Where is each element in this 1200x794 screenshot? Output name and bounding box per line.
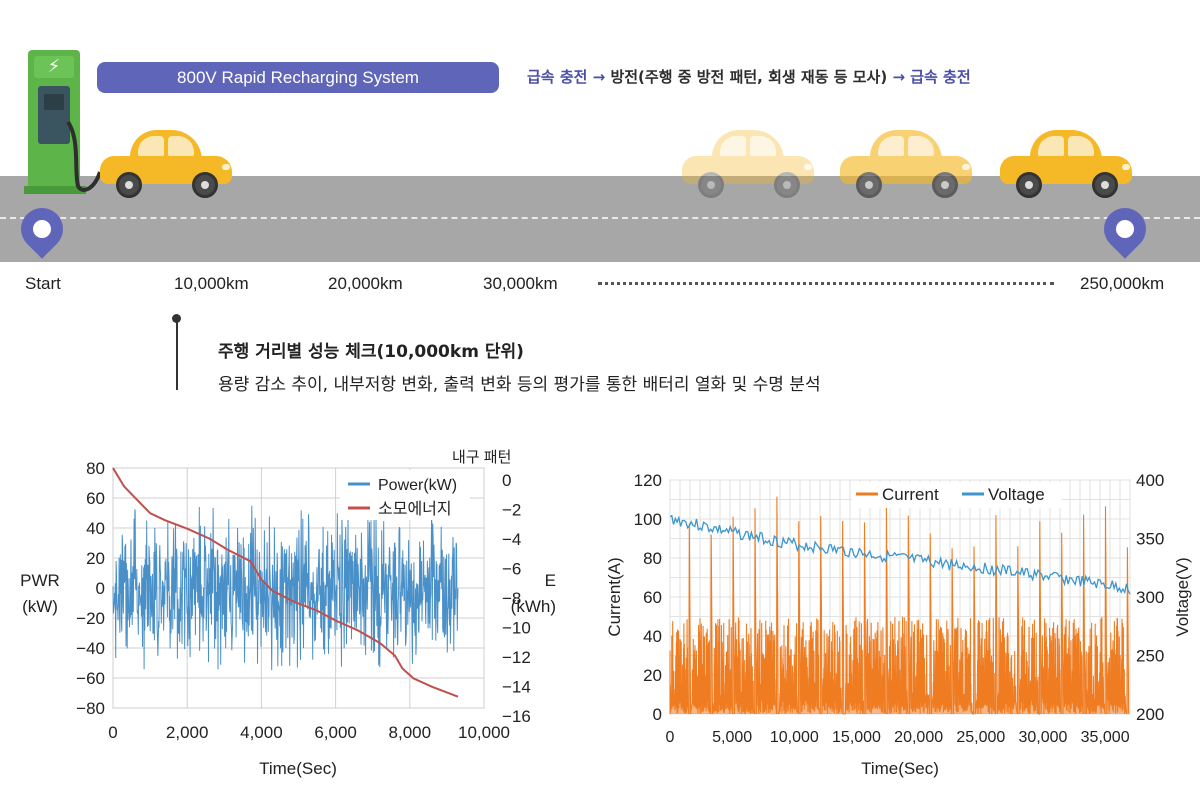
charge-cycle-flow: 급속 충전 → 방전(주행 중 방전 패턴, 회생 재동 등 모사) → 급속 … <box>527 66 971 87</box>
x-tick-label: 30,000 <box>1019 729 1068 746</box>
charging-station-top <box>34 56 74 78</box>
x-tick-label: 8,000 <box>389 723 432 742</box>
y-left-tick-label: 100 <box>634 510 662 529</box>
y-left-tick-label: 0 <box>653 705 662 724</box>
car-icon-faded <box>678 126 818 198</box>
y-right-tick-label: −6 <box>502 560 521 579</box>
current-voltage-chart: 0 5,000 10,000 15,000 20,000 25,000 30,000 35,0… <box>605 471 1192 778</box>
car-icon-charging <box>96 126 236 198</box>
x-tick-label: 10,000 <box>458 723 510 742</box>
x-tick-label: 25,000 <box>956 729 1005 746</box>
legend-current-label: Current <box>882 485 939 504</box>
x-axis-label: Time(Sec) <box>259 759 337 778</box>
check-description: 용량 감소 추이, 내부저항 변화, 출력 변화 등의 평가를 통한 배터리 열… <box>218 375 821 395</box>
car-icon-semi <box>836 126 976 198</box>
charging-cable-icon <box>66 120 102 192</box>
y-left-tick-label: 0 <box>96 579 105 598</box>
y-right-axis-unit: (kWh) <box>511 597 556 616</box>
chart-title: 내구 패턴 <box>452 449 511 466</box>
charging-station-screen <box>44 94 64 110</box>
x-tick-label: 0 <box>108 723 117 742</box>
x-tick-label: 20,000 <box>894 729 943 746</box>
x-tick-label: 15,000 <box>832 729 881 746</box>
y-left-tick-label: 40 <box>643 627 662 646</box>
x-tick-label: 2,000 <box>166 723 209 742</box>
y-right-tick-label: −2 <box>502 501 521 520</box>
y-right-tick-label: −4 <box>502 530 521 549</box>
endurance-pattern-chart: 0 2,000 4,000 6,000 8,000 10,000806040200−20−… <box>20 449 556 778</box>
check-marker-line <box>176 318 178 390</box>
series-voltage-line <box>669 514 1131 595</box>
y-left-tick-label: −60 <box>76 669 105 688</box>
y-left-axis-unit: (kW) <box>22 597 58 616</box>
y-right-tick-label: −16 <box>502 707 531 726</box>
legend-power-label: Power(kW) <box>378 477 457 494</box>
timeline-label-10000: 10,000km <box>174 274 249 293</box>
legend-voltage-label: Voltage <box>988 485 1045 504</box>
y-left-axis-label: PWR <box>20 571 60 590</box>
lightning-bolt-icon: ⚡ <box>47 56 61 77</box>
y-left-tick-label: 60 <box>643 588 662 607</box>
y-right-tick-label: −14 <box>502 678 531 697</box>
y-right-tick-label: 400 <box>1136 471 1164 490</box>
flow-discharge: 방전(주행 중 방전 패턴, 회생 재동 등 모사) <box>605 68 893 86</box>
x-tick-label: 4,000 <box>240 723 283 742</box>
y-right-axis-label: E <box>545 571 556 590</box>
x-axis-label: Time(Sec) <box>861 759 939 778</box>
y-right-tick-label: 300 <box>1136 588 1164 607</box>
flow-rapid-charge-end: → 급속 충전 <box>892 68 971 86</box>
y-right-tick-label: −8 <box>502 589 521 608</box>
y-left-tick-label: 120 <box>634 471 662 490</box>
y-left-tick-label: 60 <box>86 489 105 508</box>
y-left-tick-label: −20 <box>76 609 105 628</box>
timeline-ellipsis <box>598 282 1054 285</box>
y-left-tick-label: −80 <box>76 699 105 718</box>
y-right-tick-label: 350 <box>1136 530 1164 549</box>
y-left-tick-label: −40 <box>76 639 105 658</box>
y-left-tick-label: 20 <box>643 666 662 685</box>
x-tick-label: 0 <box>666 729 675 746</box>
road-lane-divider <box>0 217 1200 219</box>
y-right-axis-label: Voltage(V) <box>1173 557 1192 636</box>
y-left-tick-label: 20 <box>86 549 105 568</box>
timeline-label-250000: 250,000km <box>1080 274 1165 293</box>
car-icon-end <box>996 126 1136 198</box>
series-current-line <box>669 496 1130 716</box>
timeline-label-start: Start <box>25 274 61 293</box>
y-left-axis-label: Current(A) <box>605 557 624 636</box>
y-left-tick-label: 80 <box>86 459 105 478</box>
series-energy-line <box>112 467 459 698</box>
series-power-line <box>112 505 459 671</box>
y-right-tick-label: −12 <box>502 648 531 667</box>
system-title-pill: 800V Rapid Recharging System <box>97 62 499 93</box>
legend-energy-label: 소모에너지 <box>378 500 452 518</box>
x-tick-label: 10,000 <box>770 729 819 746</box>
y-right-tick-label: 200 <box>1136 705 1164 724</box>
x-tick-label: 5,000 <box>712 729 752 746</box>
x-tick-label: 6,000 <box>314 723 357 742</box>
y-left-tick-label: 40 <box>86 519 105 538</box>
timeline-label-20000: 20,000km <box>328 274 403 293</box>
check-title: 주행 거리별 성능 체크(10,000km 단위) <box>218 342 524 362</box>
y-left-tick-label: 80 <box>643 549 662 568</box>
flow-rapid-charge: 급속 충전 → <box>527 68 606 86</box>
y-right-tick-label: −10 <box>502 619 531 638</box>
timeline-label-30000: 30,000km <box>483 274 558 293</box>
charging-station-base <box>24 186 86 194</box>
x-tick-label: 35,000 <box>1081 729 1130 746</box>
legend-box <box>340 470 470 520</box>
legend-box <box>852 482 1062 508</box>
y-right-tick-label: 250 <box>1136 647 1164 666</box>
y-right-tick-label: 0 <box>502 471 511 490</box>
